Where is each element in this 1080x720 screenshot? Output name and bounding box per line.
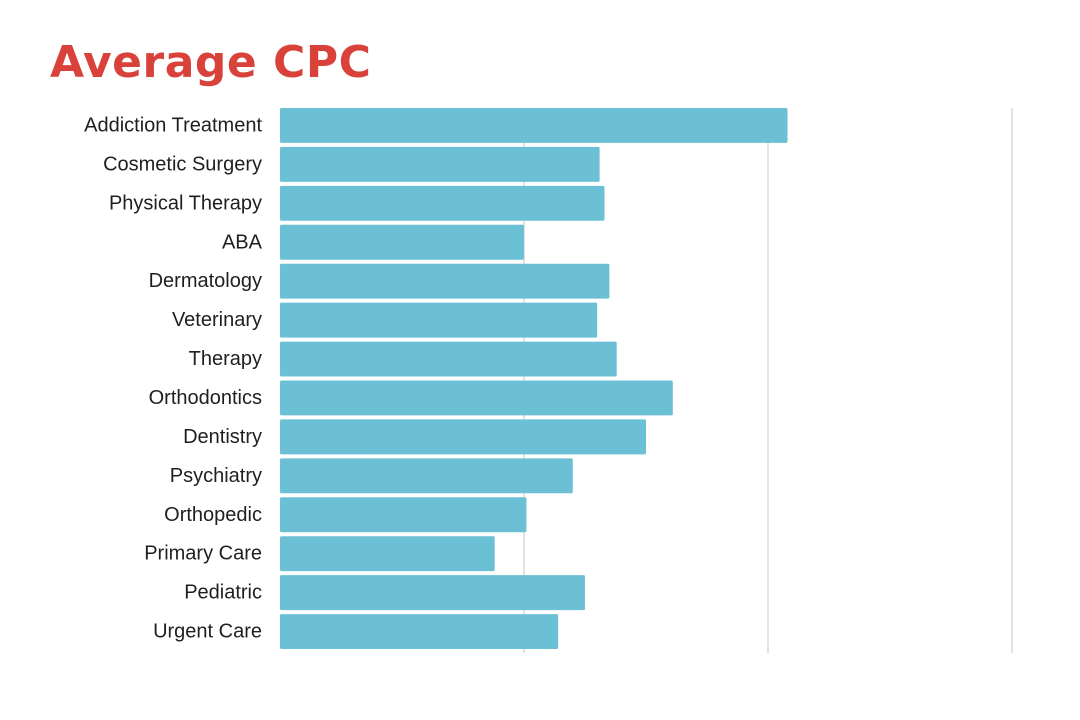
bar-7 bbox=[280, 380, 673, 416]
bar-2 bbox=[280, 185, 605, 221]
bar-13 bbox=[280, 614, 559, 649]
category-label-5: Veterinary bbox=[172, 309, 262, 331]
category-labels: Addiction Treatment Cosmetic Surgery Physi… bbox=[84, 114, 263, 642]
category-label-7: Orthodontics bbox=[149, 387, 262, 409]
category-label-4: Dermatology bbox=[149, 270, 262, 292]
category-label-10: Orthopedic bbox=[164, 504, 262, 526]
category-label-8: Dentistry bbox=[183, 426, 262, 448]
category-label-1: Cosmetic Surgery bbox=[103, 153, 262, 175]
bar-4 bbox=[280, 263, 610, 299]
category-label-0: Addiction Treatment bbox=[84, 114, 262, 136]
bar-6 bbox=[280, 341, 617, 377]
bar-10 bbox=[280, 497, 527, 533]
category-label-2: Physical Therapy bbox=[109, 192, 262, 214]
chart-title: Average CPC bbox=[50, 37, 372, 88]
bar-8 bbox=[280, 419, 646, 455]
category-label-12: Pediatric bbox=[184, 582, 262, 604]
bar-5 bbox=[280, 302, 598, 338]
bar-0 bbox=[280, 108, 788, 143]
bar-3 bbox=[280, 224, 524, 260]
bar-11 bbox=[280, 536, 495, 572]
bar-1 bbox=[280, 146, 600, 182]
bar-9 bbox=[280, 458, 573, 494]
bar-12 bbox=[280, 575, 585, 611]
category-label-13: Urgent Care bbox=[153, 621, 262, 643]
bars bbox=[280, 108, 788, 649]
category-label-9: Psychiatry bbox=[170, 465, 262, 487]
category-label-3: ABA bbox=[222, 231, 263, 253]
category-label-6: Therapy bbox=[189, 348, 262, 370]
category-label-11: Primary Care bbox=[144, 543, 262, 565]
